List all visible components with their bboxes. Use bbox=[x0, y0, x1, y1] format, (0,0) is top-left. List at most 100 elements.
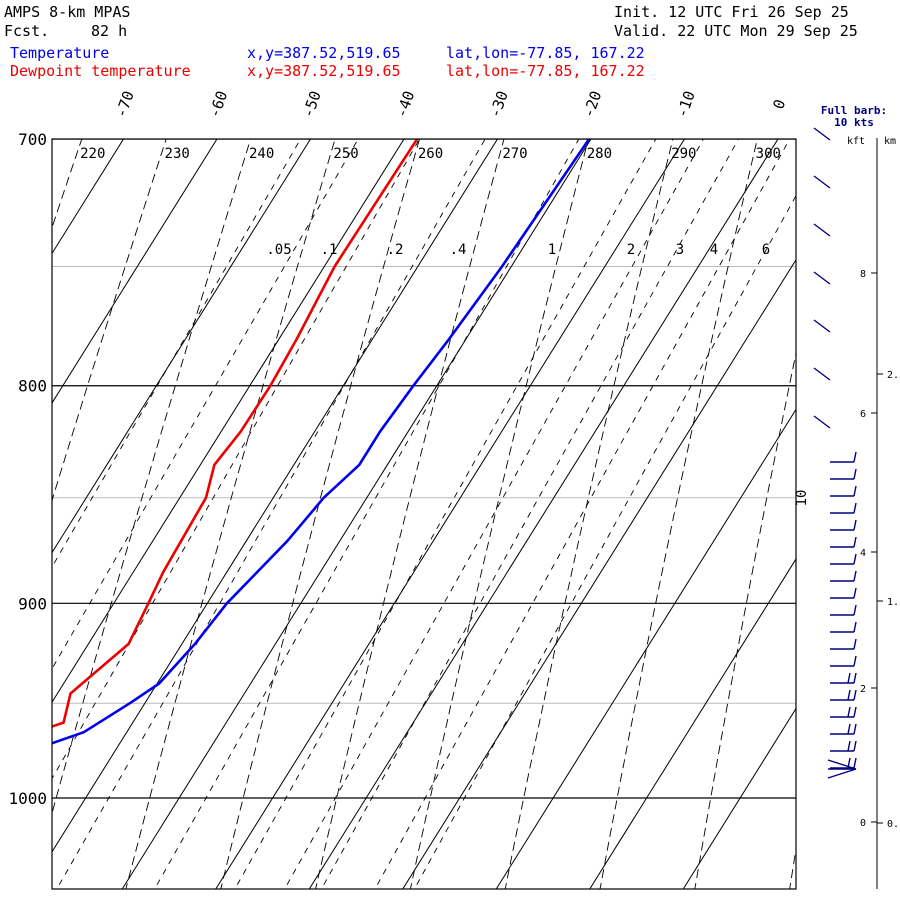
dry-adiabat-line bbox=[882, 112, 900, 900]
isotherm-line bbox=[121, 139, 592, 889]
wind-barb bbox=[830, 723, 857, 735]
temperature-tick-label: -70 bbox=[112, 88, 138, 120]
kft-tick-label: 0 bbox=[860, 818, 866, 829]
dry-adiabat-label: 220 bbox=[80, 146, 105, 162]
kft-tick-label: 2 bbox=[860, 684, 866, 695]
km-tick-label: 0. bbox=[887, 819, 899, 830]
isotherm-line bbox=[52, 139, 218, 404]
wind-barb bbox=[830, 638, 857, 650]
init-time: Init. 12 UTC Fri 26 Sep 25 bbox=[614, 3, 849, 21]
temperature-tick-label: -60 bbox=[205, 88, 231, 120]
isotherm-line bbox=[589, 558, 796, 889]
temperature-tick-label: -30 bbox=[486, 88, 512, 120]
mixing-ratio-label: 2 bbox=[627, 242, 635, 258]
dry-adiabat-line bbox=[52, 139, 252, 815]
wind-barb bbox=[813, 223, 831, 237]
mixing-ratio-line bbox=[234, 139, 657, 889]
temperature-legend: Temperature bbox=[10, 44, 110, 62]
pressure-tick-label: 900 bbox=[18, 594, 47, 613]
dry-adiabat-line bbox=[52, 139, 167, 502]
mixing-ratio-line bbox=[56, 139, 486, 889]
dry-adiabat-label: 240 bbox=[249, 146, 274, 162]
mixing-ratio-label: 3 bbox=[676, 242, 684, 258]
wind-barb bbox=[830, 604, 857, 616]
isotherm-line bbox=[308, 139, 779, 889]
dry-adiabat-label: 280 bbox=[587, 146, 612, 162]
temperature-tick-label: -50 bbox=[299, 88, 325, 120]
dewpoint-latlon: lat,lon=-77.85, 167.22 bbox=[446, 62, 645, 80]
mixing-ratio-line bbox=[52, 139, 302, 568]
dry-adiabat-label: 300 bbox=[756, 146, 781, 162]
wind-barb bbox=[830, 451, 857, 463]
wind-barb bbox=[830, 655, 857, 667]
valid-time: Valid. 22 UTC Mon 29 Sep 25 bbox=[614, 22, 858, 40]
pressure-tick-label: 700 bbox=[18, 130, 47, 149]
km-tick-label: 2. bbox=[887, 370, 899, 381]
wind-barb bbox=[830, 689, 857, 701]
wind-barb bbox=[830, 706, 857, 718]
forecast-hour: 82 h bbox=[91, 22, 128, 40]
full-barb-label: Full barb: bbox=[821, 104, 887, 117]
isotherm-line bbox=[402, 258, 796, 889]
pressure-tick-label: 800 bbox=[18, 377, 47, 396]
wind-barb bbox=[813, 175, 831, 189]
forecast-label: Fcst. bbox=[4, 22, 50, 40]
temperature-profile-line bbox=[52, 139, 591, 745]
temperature-tick-label: -40 bbox=[392, 88, 418, 120]
mixing-ratio-label: 4 bbox=[710, 242, 718, 258]
dry-adiabat-label: 260 bbox=[418, 146, 443, 162]
wind-barb bbox=[830, 536, 857, 548]
mixing-ratio-label: 1 bbox=[548, 242, 556, 258]
wind-barb bbox=[830, 502, 857, 514]
dry-adiabat-line bbox=[125, 139, 336, 889]
kft-tick-label: 4 bbox=[860, 548, 866, 559]
temperature-xy: x,y=387.52,519.65 bbox=[247, 44, 401, 62]
dry-adiabat-line bbox=[599, 139, 758, 889]
dry-adiabat-line bbox=[504, 139, 674, 889]
mixing-ratio-label: .4 bbox=[450, 242, 467, 258]
wind-barb bbox=[830, 519, 857, 531]
temperature-tick-label: -20 bbox=[579, 88, 605, 120]
wind-barb bbox=[830, 485, 857, 497]
kft-tick-label: 8 bbox=[860, 269, 866, 280]
wind-barb bbox=[830, 587, 857, 599]
mixing-ratio-label: 6 bbox=[762, 242, 770, 258]
isotherm-line bbox=[52, 139, 405, 704]
dry-adiabat-line bbox=[694, 351, 796, 889]
dry-adiabat-line bbox=[220, 139, 420, 889]
kft-axis-label: kft bbox=[847, 136, 865, 147]
temperature-tick-label: -10 bbox=[673, 88, 699, 120]
mixing-ratio-label: .05 bbox=[266, 242, 291, 258]
dewpoint-xy: x,y=387.52,519.65 bbox=[247, 62, 401, 80]
temperature-latlon: lat,lon=-77.85, 167.22 bbox=[446, 44, 645, 62]
isotherm-line bbox=[52, 139, 499, 853]
mixing-ratio-line bbox=[52, 139, 421, 780]
wind-barb bbox=[830, 621, 857, 633]
wind-barb bbox=[827, 759, 857, 779]
isotherm-line bbox=[0, 112, 47, 900]
wind-barb bbox=[830, 672, 857, 684]
kft-tick-label: 6 bbox=[860, 409, 866, 420]
temperature-tick-label: 0 bbox=[769, 97, 789, 112]
wind-barb bbox=[813, 367, 831, 381]
dry-adiabat-line bbox=[52, 139, 83, 230]
mixing-ratio-label: .2 bbox=[387, 242, 404, 258]
dry-adiabat-line bbox=[0, 112, 7, 900]
wind-barb bbox=[813, 319, 831, 333]
plot-frame bbox=[51, 138, 797, 890]
isotherm-line bbox=[52, 139, 125, 255]
dry-adiabat-label: 290 bbox=[671, 146, 696, 162]
wind-barb bbox=[830, 757, 857, 769]
isotherm-line bbox=[495, 408, 796, 889]
isotherm-label: 10 bbox=[794, 490, 810, 507]
isotherm-line bbox=[52, 139, 312, 554]
dry-adiabat-label: 270 bbox=[502, 146, 527, 162]
dry-adiabat-line bbox=[409, 139, 589, 889]
full-barb-value: 10 kts bbox=[834, 116, 874, 129]
dry-adiabat-line bbox=[315, 139, 505, 889]
km-axis-label: km bbox=[884, 136, 896, 147]
isotherm-line bbox=[215, 139, 686, 889]
km-tick-label: 1. bbox=[887, 597, 899, 608]
wind-barb bbox=[813, 415, 831, 429]
